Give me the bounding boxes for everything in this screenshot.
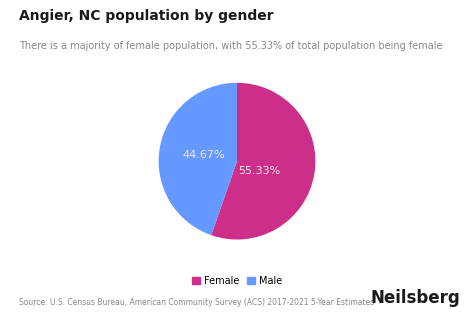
- Text: 55.33%: 55.33%: [238, 166, 280, 176]
- Wedge shape: [159, 83, 237, 235]
- Text: Source: U.S. Census Bureau, American Community Survey (ACS) 2017-2021 5-Year Est: Source: U.S. Census Bureau, American Com…: [19, 298, 374, 307]
- Text: There is a majority of female population, with 55.33% of total population being : There is a majority of female population…: [19, 41, 442, 51]
- Text: Angier, NC population by gender: Angier, NC population by gender: [19, 9, 273, 23]
- Legend: Female, Male: Female, Male: [188, 272, 286, 289]
- Text: Neilsberg: Neilsberg: [370, 289, 460, 307]
- Text: 44.67%: 44.67%: [183, 150, 226, 160]
- Wedge shape: [211, 83, 315, 240]
